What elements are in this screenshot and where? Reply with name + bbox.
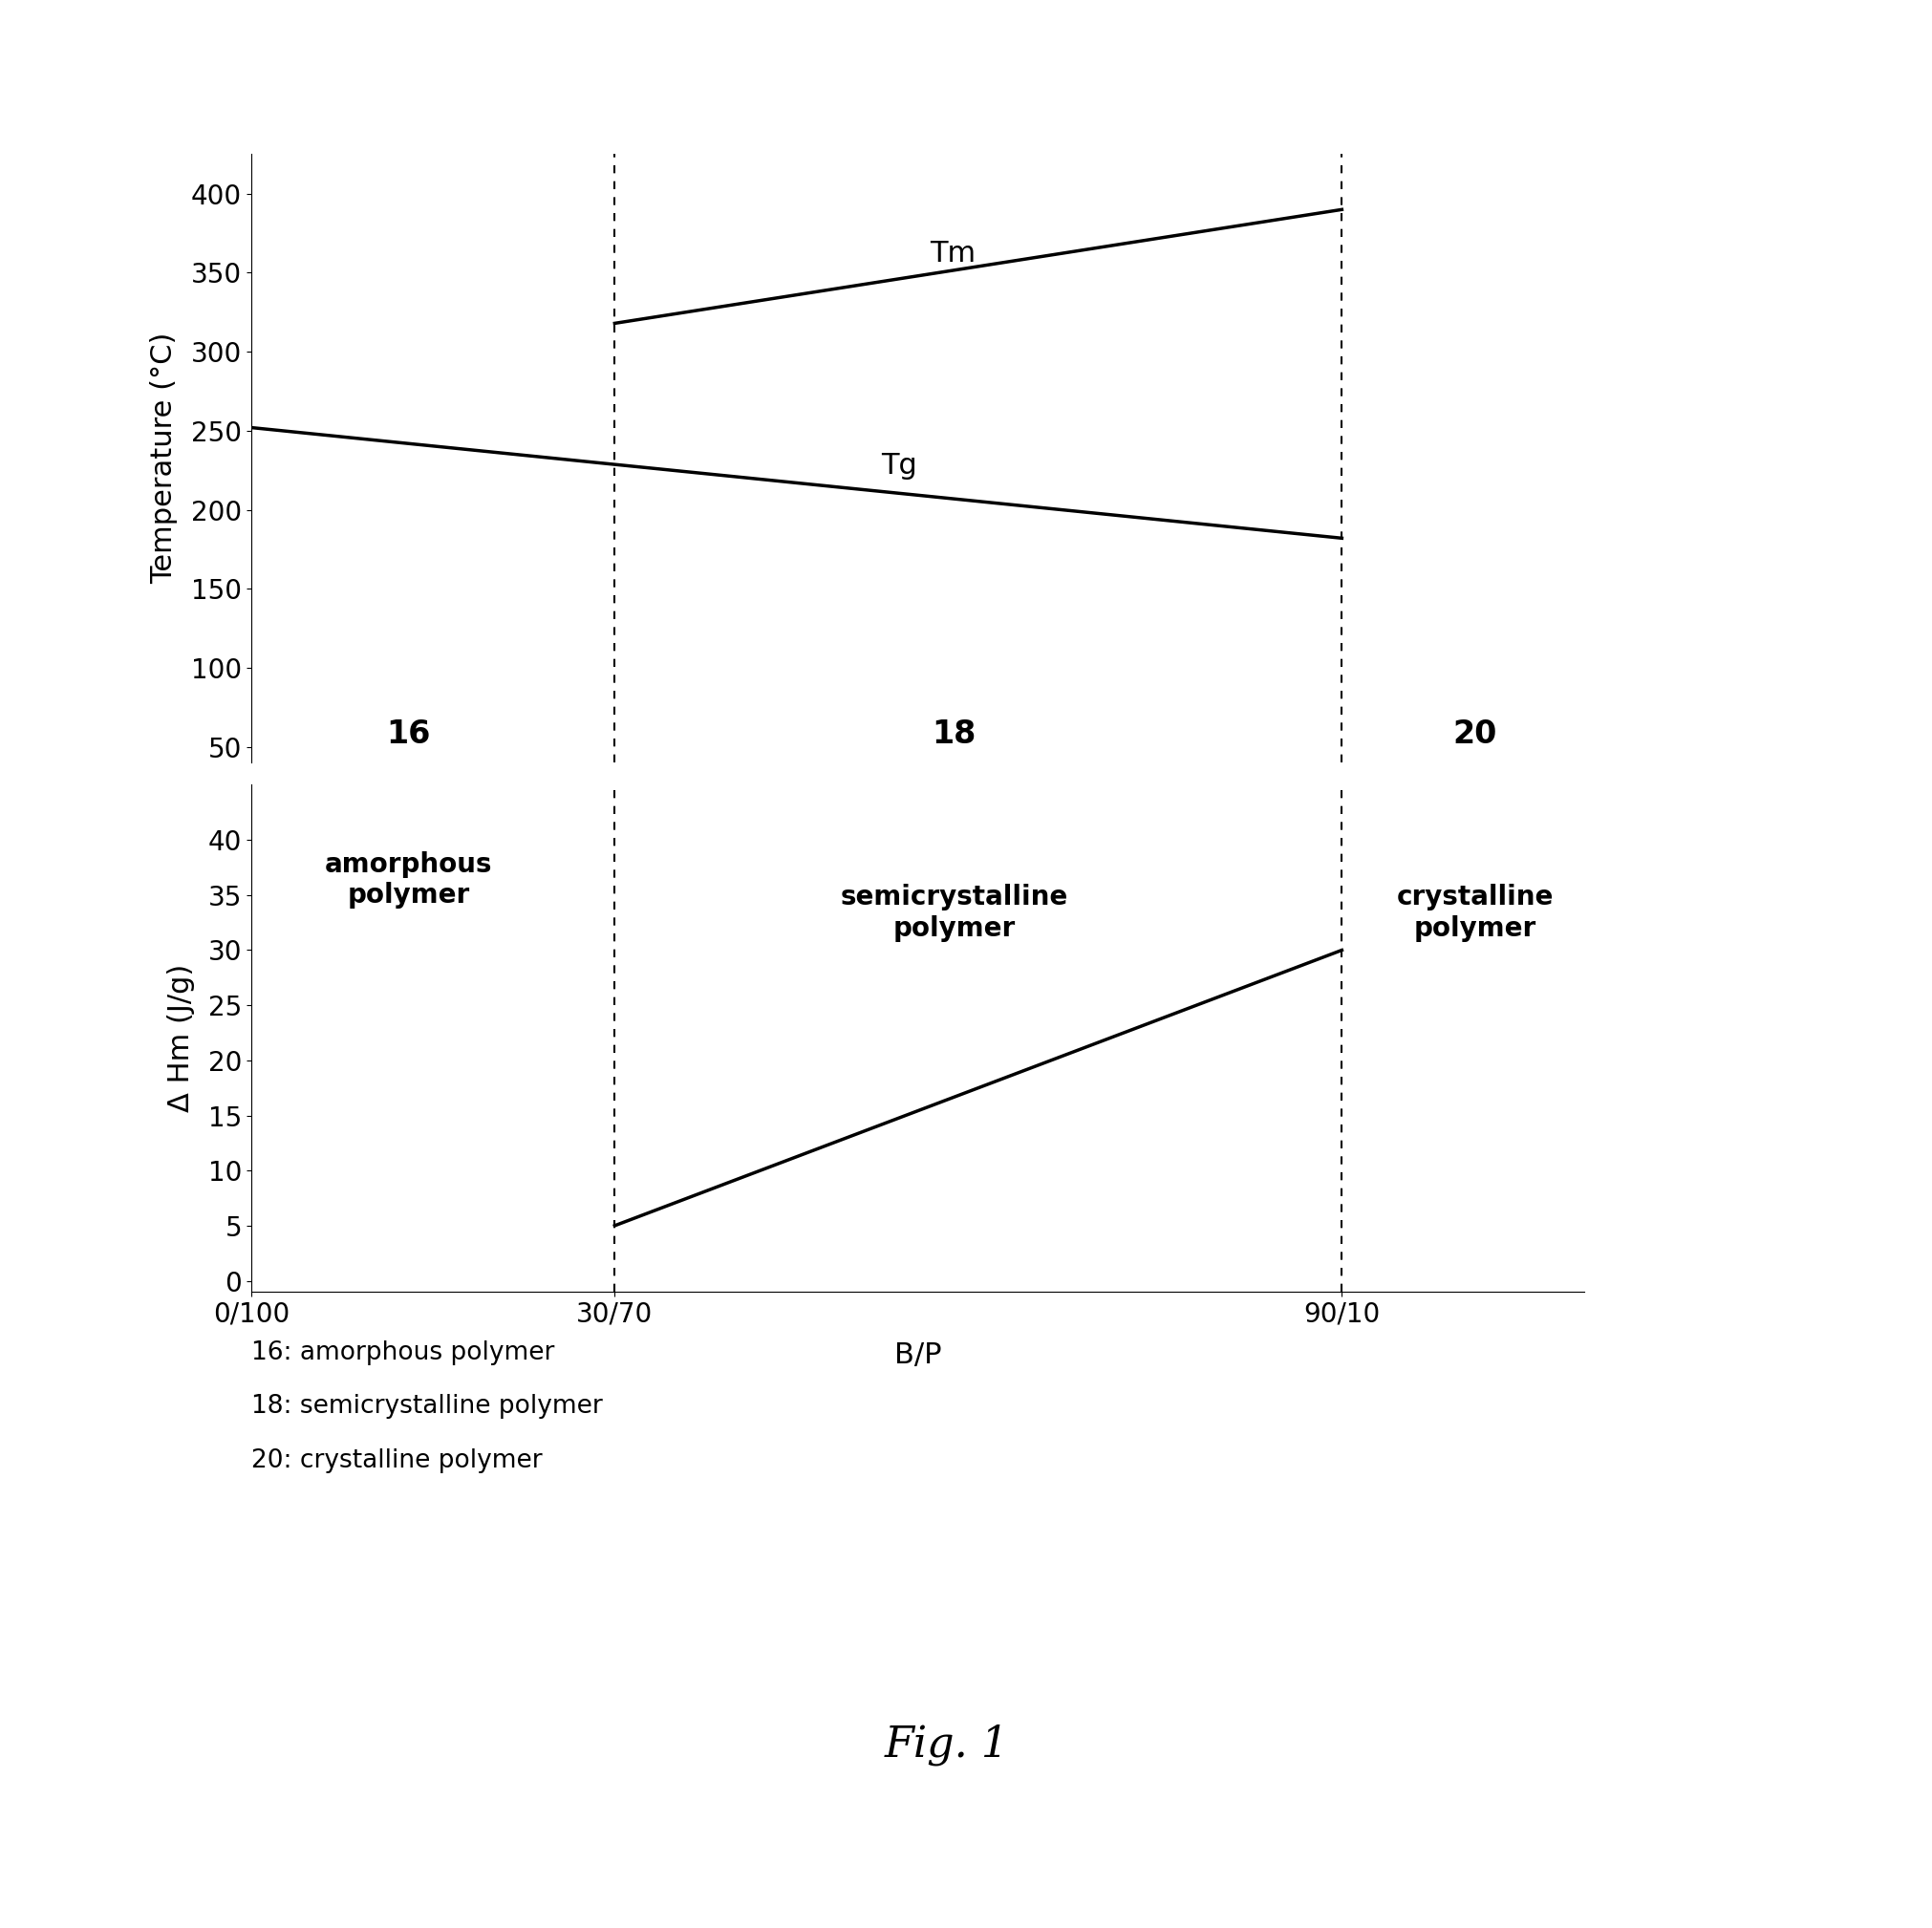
Y-axis label: Temperature (°C): Temperature (°C): [151, 332, 178, 584]
Text: crystalline
polymer: crystalline polymer: [1397, 885, 1553, 941]
Text: Tm: Tm: [929, 239, 976, 268]
Text: 20: crystalline polymer: 20: crystalline polymer: [251, 1448, 543, 1473]
X-axis label: B/P: B/P: [895, 1342, 941, 1369]
Y-axis label: Δ Hm (J/g): Δ Hm (J/g): [166, 964, 195, 1112]
Text: 16: amorphous polymer: 16: amorphous polymer: [251, 1340, 554, 1365]
Text: semicrystalline
polymer: semicrystalline polymer: [840, 885, 1068, 941]
Text: 16: 16: [386, 719, 431, 750]
Text: Tg: Tg: [881, 451, 918, 480]
Text: 20: 20: [1453, 719, 1497, 750]
Text: 18: semicrystalline polymer: 18: semicrystalline polymer: [251, 1394, 603, 1419]
Text: 18: 18: [931, 719, 976, 750]
Text: amorphous
polymer: amorphous polymer: [325, 850, 493, 908]
Text: Fig. 1: Fig. 1: [885, 1724, 1009, 1766]
